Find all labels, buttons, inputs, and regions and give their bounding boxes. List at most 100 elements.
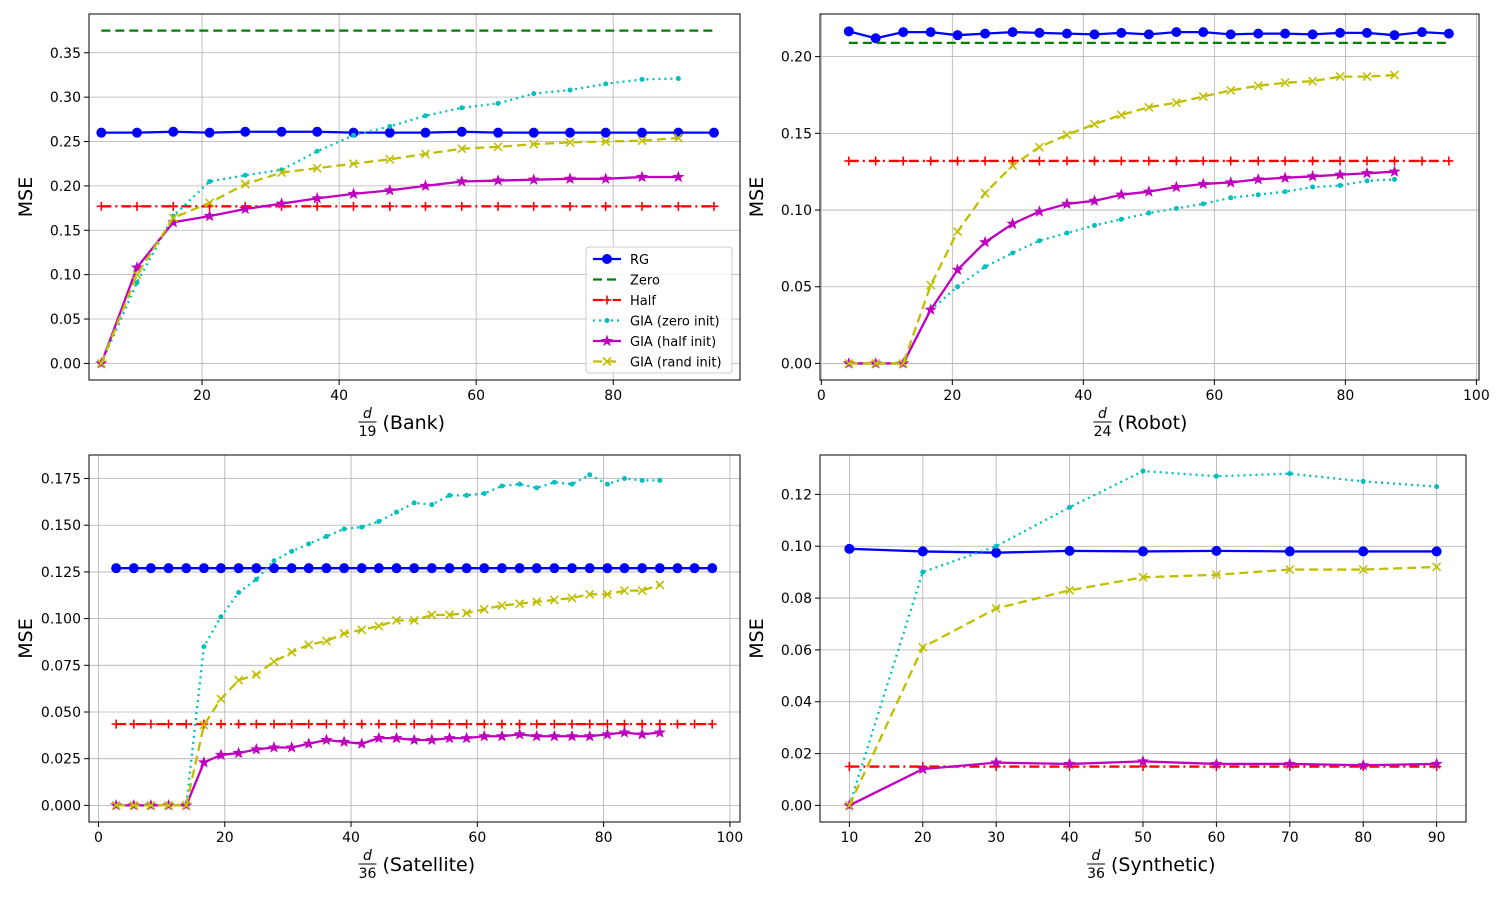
grid-satellite [89, 455, 740, 822]
data-point [1213, 473, 1219, 479]
data-point [391, 615, 402, 626]
data-point [871, 156, 881, 166]
x-tick-label: 80 [1354, 830, 1372, 846]
data-point [168, 213, 178, 223]
data-point [303, 563, 314, 574]
data-point [236, 589, 242, 595]
data-point [672, 563, 683, 574]
data-point [654, 563, 665, 574]
data-point [637, 563, 648, 574]
data-point [385, 201, 395, 211]
series-gia-zero-init [846, 468, 1440, 808]
series-line [116, 731, 660, 807]
data-point [1089, 156, 1099, 166]
data-point [1008, 156, 1018, 166]
series-rg [96, 126, 719, 138]
data-point [376, 518, 382, 524]
data-point [621, 476, 627, 482]
data-point [529, 201, 539, 211]
x-tick-label: 20 [914, 830, 932, 846]
data-point [917, 546, 928, 557]
data-point [492, 174, 505, 186]
data-point [1280, 78, 1290, 88]
data-point [1308, 156, 1318, 166]
data-point [1228, 195, 1234, 201]
x-tick-label: 30 [987, 830, 1005, 846]
data-point [604, 481, 610, 487]
data-point [359, 524, 365, 530]
data-point [145, 563, 156, 574]
data-point [1116, 110, 1126, 120]
data-point [214, 748, 228, 761]
data-point [1389, 30, 1400, 41]
series-rg [111, 563, 718, 574]
data-point [1253, 156, 1263, 166]
data-point [134, 280, 140, 286]
x-label-numerator: d [363, 406, 372, 422]
series-line [848, 178, 1395, 365]
data-point [1198, 156, 1208, 166]
grid-robot [820, 14, 1479, 380]
data-point [128, 563, 139, 574]
data-point [96, 127, 107, 138]
data-point [534, 485, 540, 491]
data-point [980, 188, 990, 198]
data-point [567, 719, 577, 729]
data-point [479, 719, 489, 729]
data-point [1283, 757, 1296, 770]
data-point [952, 30, 963, 41]
data-point [587, 472, 593, 478]
data-point [276, 168, 287, 178]
data-point [602, 719, 612, 729]
data-point [1431, 546, 1442, 557]
data-point [269, 719, 279, 729]
data-point [1034, 156, 1044, 166]
legend-marker [600, 334, 614, 347]
data-point [1364, 178, 1370, 184]
data-point [427, 610, 437, 620]
data-point [199, 720, 209, 730]
data-point [457, 144, 467, 154]
data-point [602, 589, 612, 599]
data-point [916, 762, 929, 775]
data-point [1062, 156, 1072, 166]
chart-synthetic: 10 20 30 40 50 60 70 80 900.000.020.040.060.080.… [746, 454, 1467, 882]
series-line [116, 473, 660, 807]
data-point [198, 563, 209, 574]
data-point [312, 201, 322, 211]
legend-marker [602, 295, 612, 305]
data-point [844, 358, 854, 368]
chart-satellite: 0 20 40 60 80 100 0.000 0.025 0.050 0.075 0.100 0.1… [15, 454, 743, 882]
data-point [843, 26, 854, 37]
series-line [848, 73, 1395, 365]
y-axis-label: MSE [746, 618, 768, 658]
data-point [495, 729, 508, 742]
data-point [164, 719, 174, 729]
data-point [1060, 197, 1074, 210]
data-point [355, 737, 368, 749]
data-point [1335, 27, 1346, 38]
legend: RG Zero Half GIA (zero init) GIA (half init)… [585, 246, 733, 374]
data-point [408, 733, 421, 746]
axes-frame [88, 454, 741, 823]
data-point [1116, 27, 1127, 38]
x-tick-label: 20 [193, 388, 211, 404]
y-tick-label: 0.05 [50, 312, 81, 328]
data-point [567, 87, 573, 93]
data-point [131, 127, 142, 138]
data-point [980, 156, 990, 166]
x-label-denominator: 24 [1094, 424, 1112, 440]
series-gia-zero-init [846, 176, 1397, 366]
data-point [1136, 754, 1150, 767]
data-point [920, 569, 926, 575]
grid-synthetic [820, 455, 1466, 822]
series-line [848, 170, 1395, 365]
data-point [497, 719, 507, 729]
data-point [425, 733, 438, 746]
data-point [585, 589, 595, 599]
x-label-numerator: d [1092, 848, 1101, 864]
data-point [1140, 468, 1146, 474]
data-point [373, 563, 384, 574]
data-point [351, 132, 357, 138]
data-point [348, 159, 359, 169]
